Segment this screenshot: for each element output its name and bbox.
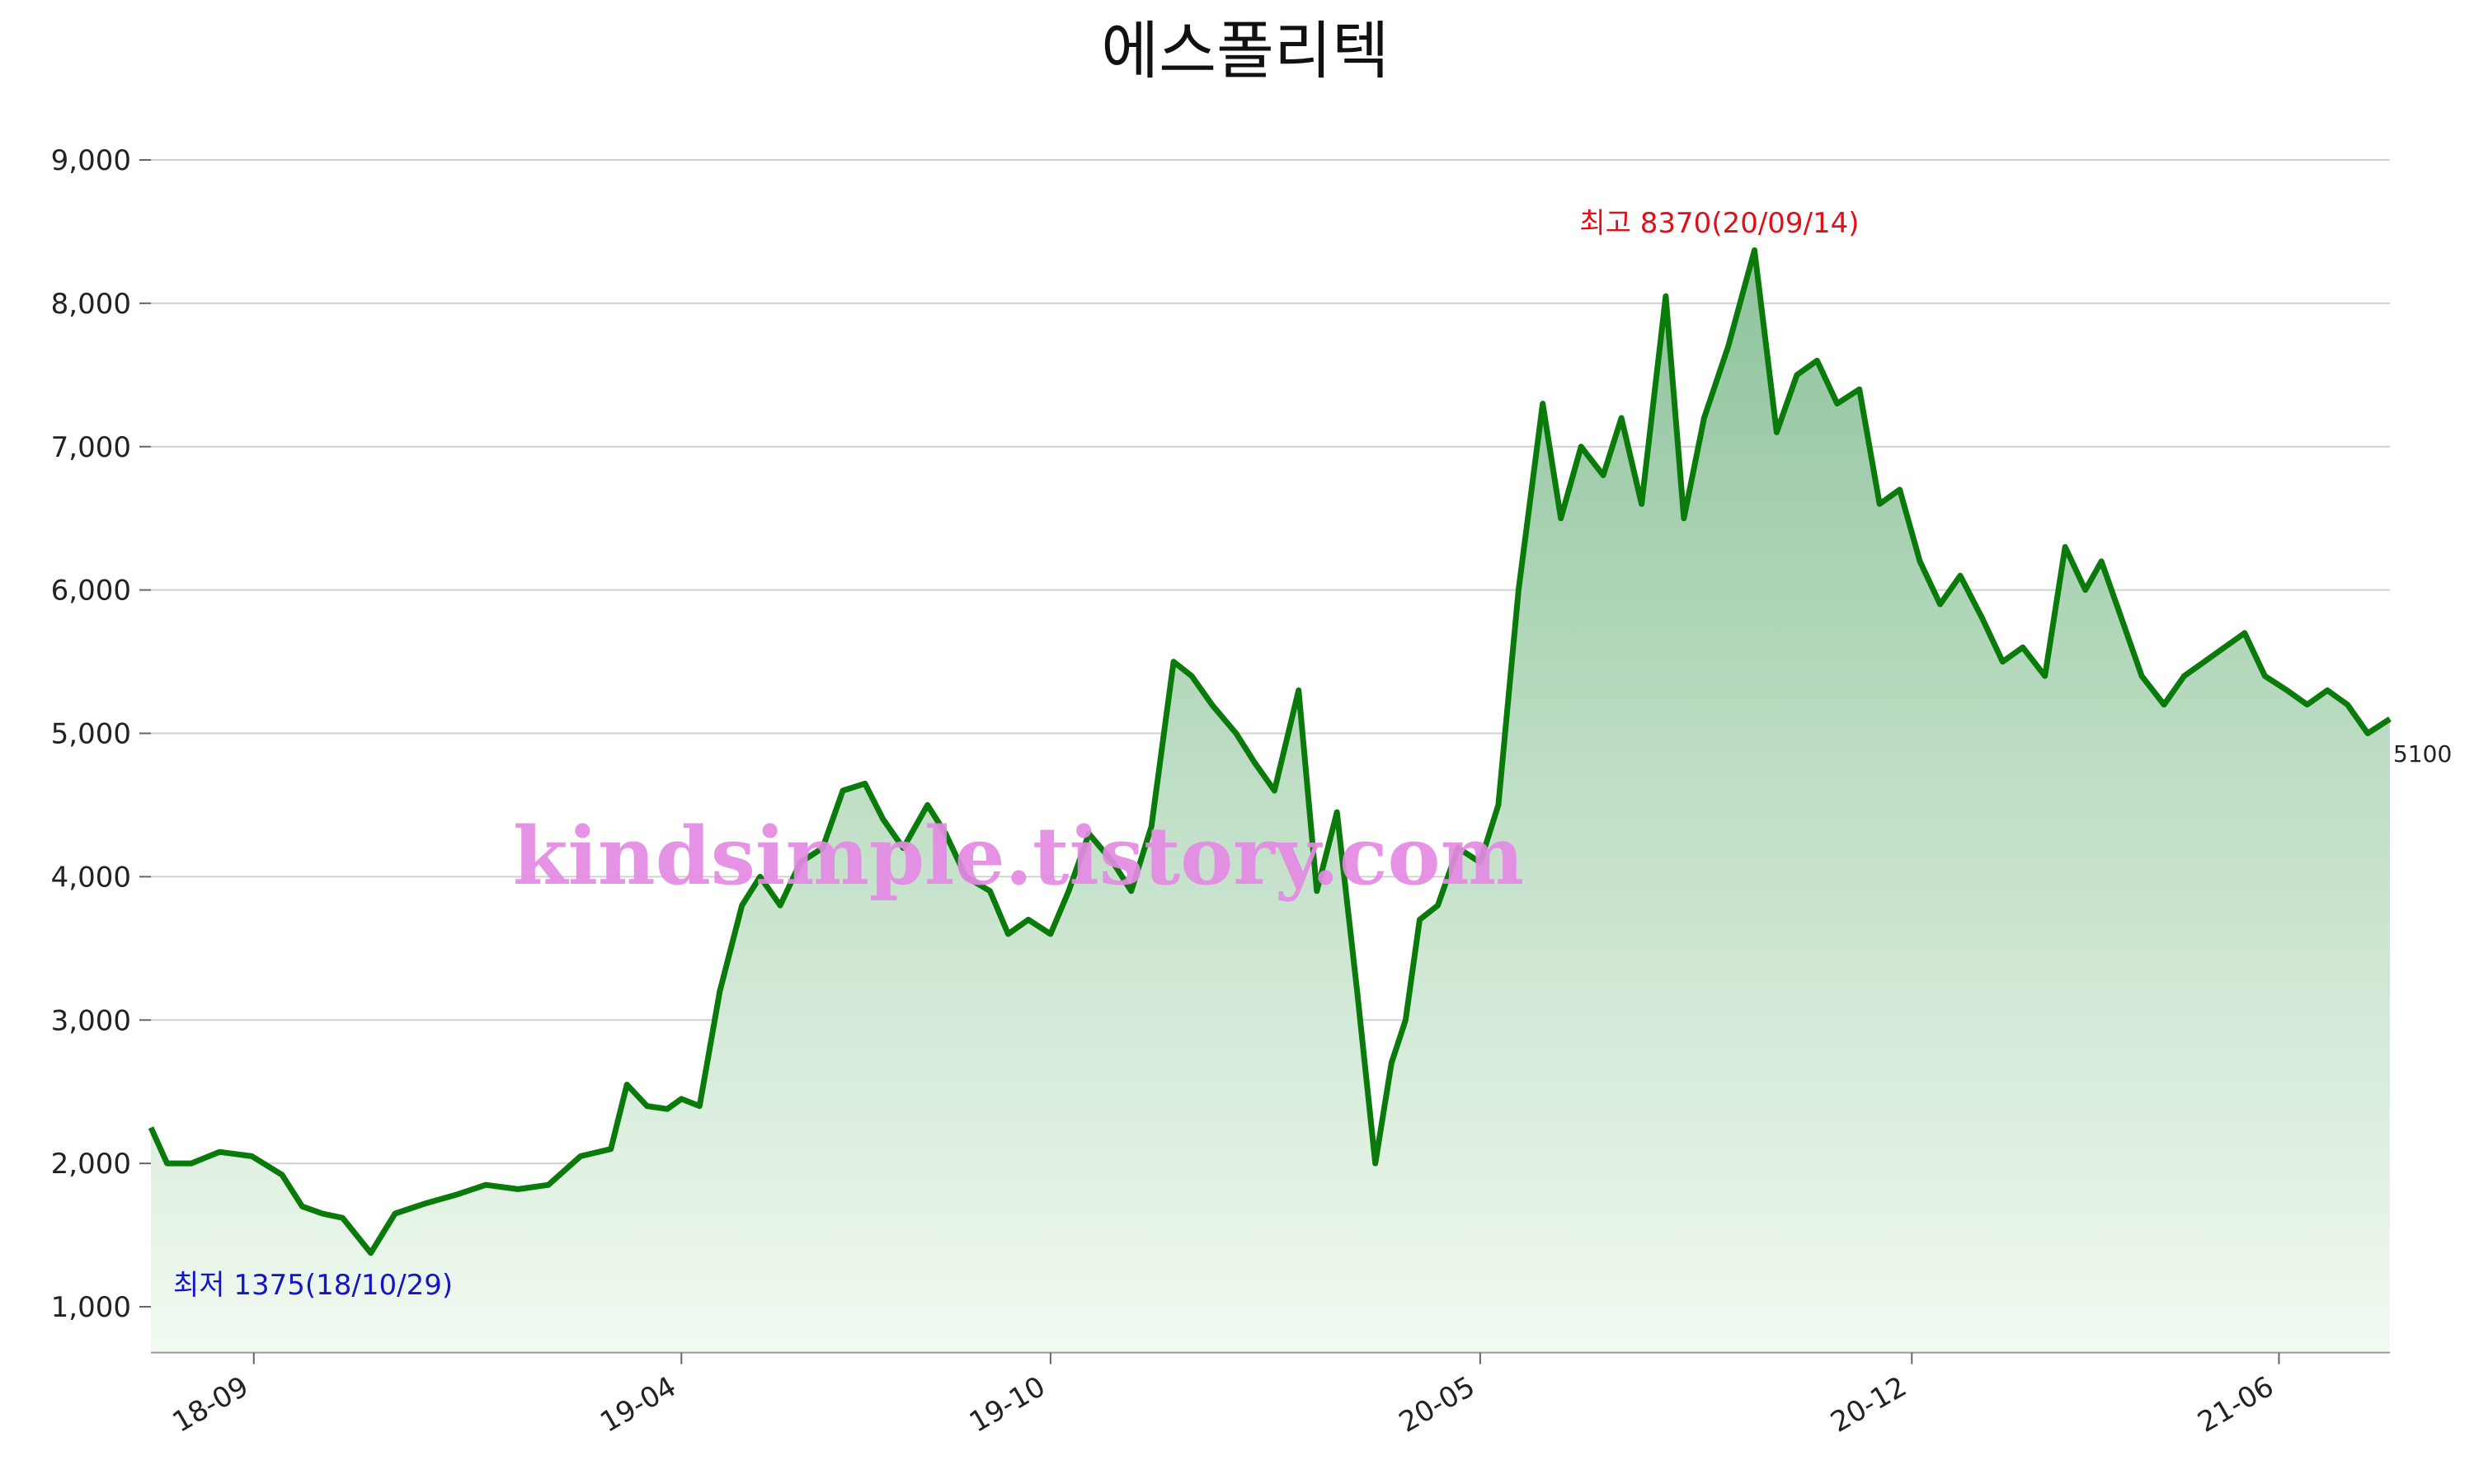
y-tick-label: 3,000 [51,1004,131,1037]
chart-title: 에스폴리텍 [1101,14,1390,87]
x-tick-label: 18-09 [167,1370,255,1439]
last-price-label: 5100 [2393,740,2452,768]
price-area [151,250,2390,1353]
y-tick-label: 5,000 [51,718,131,751]
y-tick-label: 1,000 [51,1291,131,1324]
low-annotation: 최저 1375(18/10/29) [173,1269,453,1302]
y-tick-label: 8,000 [51,288,131,321]
x-axis: 18-09 19-04 19-10 20-05 20-12 21-06 [167,1352,2280,1439]
y-tick-label: 4,000 [51,861,131,894]
x-tick-label: 19-04 [595,1370,682,1439]
x-tick-label: 20-12 [1825,1370,1912,1439]
y-axis: 1,000 2,000 3,000 4,000 5,000 6,000 7,000 8,000… [51,144,151,1324]
x-tick-label: 21-06 [2192,1370,2279,1439]
y-tick-label: 6,000 [51,575,131,608]
gridlines [151,159,2390,1308]
x-tick-label: 19-10 [964,1370,1051,1439]
y-tick-label: 2,000 [51,1148,131,1181]
high-annotation: 최고 8370(20/09/14) [1579,207,1859,240]
y-tick-label: 7,000 [51,431,131,464]
y-tick-label: 9,000 [51,144,131,177]
watermark: kindsimple.tistory.com [513,810,1524,903]
price-line [148,247,2392,1256]
x-tick-label: 20-05 [1394,1370,1481,1439]
